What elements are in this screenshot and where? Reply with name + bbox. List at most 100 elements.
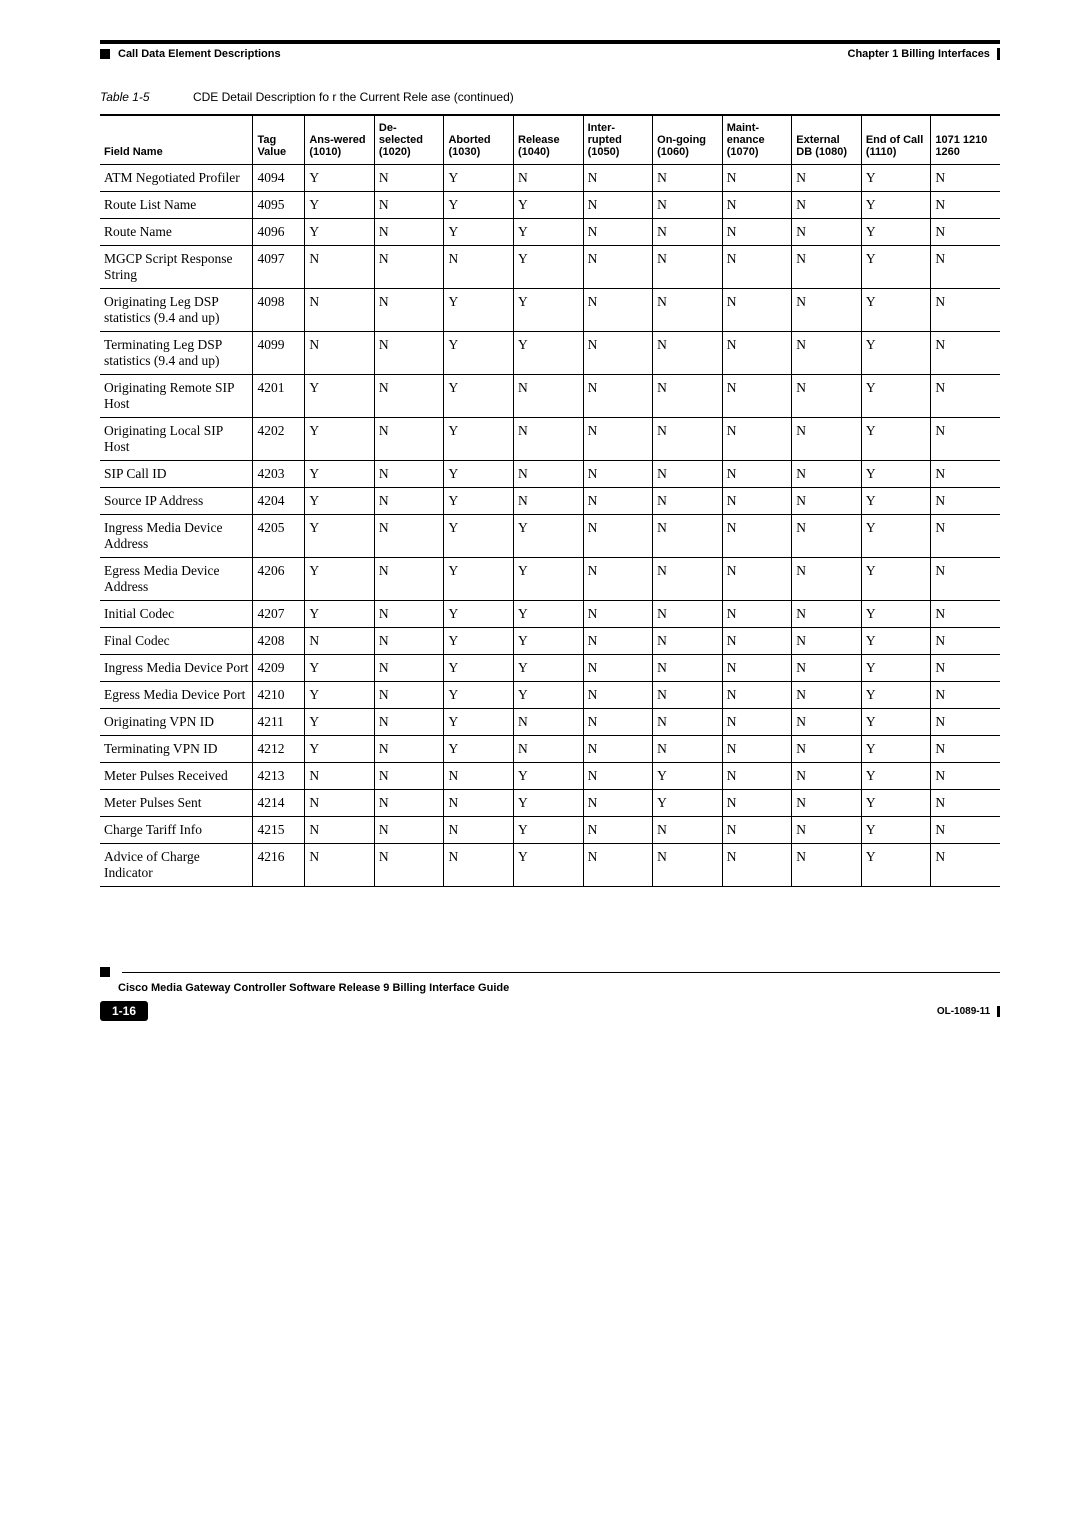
table-row: ATM Negotiated Profiler4094YNYNNNNNYN [100,165,1000,192]
cell-value: 4209 [253,655,305,682]
cell-value: Y [444,375,514,418]
cell-value: Y [653,790,723,817]
cell-value: N [583,817,653,844]
cell-value: Y [514,628,584,655]
cell-value: Y [653,763,723,790]
cell-value: N [374,488,444,515]
col-answered: Ans-wered (1010) [305,115,375,165]
cell-value: N [305,628,375,655]
cell-value: 4214 [253,790,305,817]
cell-value: N [931,817,1000,844]
cell-value: N [514,375,584,418]
cell-value: Y [444,488,514,515]
cell-value: N [583,219,653,246]
cell-value: N [792,817,862,844]
cell-value: N [653,558,723,601]
cell-value: N [374,628,444,655]
cell-value: N [374,601,444,628]
cell-value: N [653,375,723,418]
cell-value: 4206 [253,558,305,601]
cell-field-name: Originating Leg DSP statistics (9.4 and … [100,289,253,332]
footer-title-row [100,967,1000,977]
cell-value: N [374,790,444,817]
cell-value: Y [514,655,584,682]
cell-value: N [722,655,792,682]
table-row: Source IP Address4204YNYNNNNNYN [100,488,1000,515]
cell-value: Y [861,219,931,246]
cell-value: N [374,655,444,682]
cell-value: N [583,682,653,709]
cell-value: N [583,655,653,682]
cell-value: Y [305,655,375,682]
cell-value: Y [514,844,584,887]
cell-value: Y [861,790,931,817]
cell-value: N [374,332,444,375]
cell-value: N [931,763,1000,790]
cell-value: N [583,763,653,790]
table-header-row: Field Name Tag Value Ans-wered (1010) De… [100,115,1000,165]
cell-field-name: Terminating Leg DSP statistics (9.4 and … [100,332,253,375]
cell-value: Y [305,219,375,246]
page: Call Data Element Descriptions Chapter 1… [0,0,1080,1071]
cell-value: Y [861,682,931,709]
header-rule [100,40,1000,44]
cell-value: Y [444,219,514,246]
cell-value: Y [444,461,514,488]
cell-value: Y [861,332,931,375]
cell-value: N [722,844,792,887]
table-row: Route Name4096YNYYNNNNYN [100,219,1000,246]
cell-value: N [653,601,723,628]
cell-value: N [514,709,584,736]
cell-value: N [444,817,514,844]
table-row: MGCP Script Response String4097NNNYNNNNY… [100,246,1000,289]
cell-value: N [583,165,653,192]
cell-value: N [444,844,514,887]
cell-value: N [444,790,514,817]
cell-value: Y [305,682,375,709]
cell-value: N [792,763,862,790]
table-title: CDE Detail Description fo r the Current … [193,90,514,104]
page-footer: Cisco Media Gateway Controller Software … [100,967,1000,1021]
cell-value: N [653,461,723,488]
cell-value: N [792,418,862,461]
header-section: Call Data Element Descriptions [100,48,281,60]
cell-value: N [931,461,1000,488]
cell-field-name: Meter Pulses Sent [100,790,253,817]
cell-field-name: Charge Tariff Info [100,817,253,844]
doc-id: OL-1089-11 [937,1006,1000,1017]
cell-value: N [583,515,653,558]
cell-value: Y [444,515,514,558]
cell-value: Y [514,246,584,289]
table-row: SIP Call ID4203YNYNNNNNYN [100,461,1000,488]
cell-value: N [722,246,792,289]
cell-value: N [583,461,653,488]
cell-value: Y [861,601,931,628]
cell-value: Y [305,558,375,601]
cell-value: N [722,418,792,461]
cell-value: N [374,709,444,736]
cell-value: N [931,709,1000,736]
cell-value: 4216 [253,844,305,887]
cell-value: N [374,844,444,887]
cell-value: Y [514,192,584,219]
table-row: Originating VPN ID4211YNYNNNNNYN [100,709,1000,736]
cell-value: N [374,165,444,192]
cell-value: N [583,488,653,515]
cell-value: N [792,219,862,246]
cell-value: N [305,844,375,887]
cell-value: N [792,165,862,192]
col-end-of-call: End of Call (1110) [861,115,931,165]
cell-value: N [653,165,723,192]
cell-value: N [444,246,514,289]
cell-field-name: Final Codec [100,628,253,655]
table-row: Originating Remote SIP Host4201YNYNNNNNY… [100,375,1000,418]
table-row: Route List Name4095YNYYNNNNYN [100,192,1000,219]
cell-value: N [514,461,584,488]
cell-value: N [792,790,862,817]
cell-value: N [653,709,723,736]
square-bullet-icon [100,967,110,977]
cell-value: Y [514,601,584,628]
cell-value: Y [444,682,514,709]
cell-value: N [583,709,653,736]
cell-value: Y [514,289,584,332]
